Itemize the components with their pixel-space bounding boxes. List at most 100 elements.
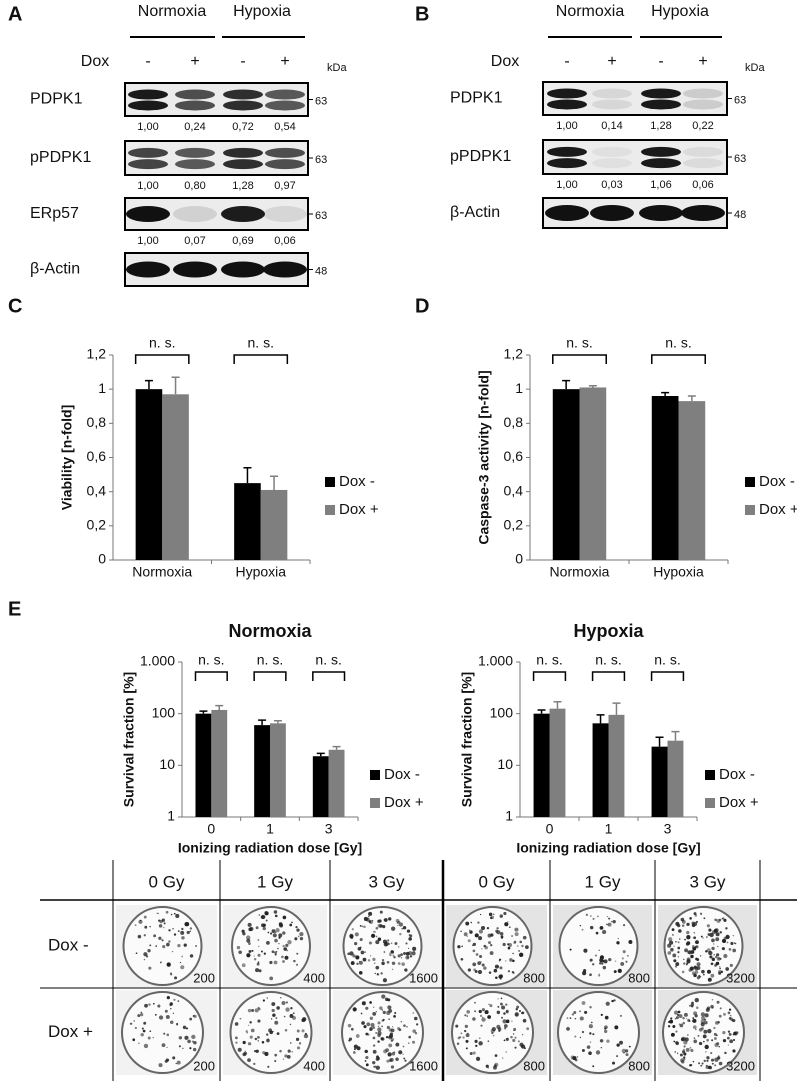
colony: [153, 934, 157, 938]
colony: [714, 1064, 717, 1067]
kda-marker: 48: [734, 209, 746, 221]
colony: [496, 930, 501, 935]
plate: [231, 906, 311, 986]
error-bar: [270, 475, 279, 490]
x-tick-label: 1: [266, 821, 274, 837]
colony: [466, 1015, 468, 1017]
colony: [398, 922, 404, 927]
quantification: 0,54: [274, 121, 295, 133]
colony: [725, 967, 730, 971]
colony: [566, 1027, 570, 1031]
legend-swatch: [370, 770, 380, 780]
colony: [192, 1047, 197, 1052]
colony: [698, 1062, 701, 1065]
colony: [142, 1029, 146, 1033]
colony: [604, 1027, 607, 1030]
colony: [406, 1026, 408, 1028]
legend-swatch: [370, 798, 380, 808]
colony: [492, 1065, 497, 1070]
colony: [269, 976, 274, 981]
blot-band: [683, 99, 723, 110]
colony: [490, 1028, 495, 1033]
colony: [154, 1013, 157, 1016]
colony: [525, 945, 529, 950]
colony: [398, 1050, 403, 1055]
colony: [569, 1017, 572, 1020]
colony: [704, 1013, 709, 1018]
colony: [496, 927, 499, 930]
colony: [361, 925, 363, 927]
colony: [510, 1035, 513, 1039]
colony: [488, 941, 492, 945]
treatment-label: Dox: [81, 53, 109, 70]
blot-band: [641, 146, 681, 157]
colony: [365, 1055, 369, 1060]
legend-label: Dox +: [759, 501, 797, 518]
colony: [391, 961, 396, 966]
colony: [522, 935, 527, 940]
colony: [461, 945, 463, 948]
colony: [667, 951, 672, 955]
colony: [503, 1012, 506, 1015]
blot-band: [175, 147, 215, 158]
colony: [735, 1031, 739, 1035]
colony: [499, 974, 504, 978]
colony: [674, 965, 678, 968]
colony: [405, 955, 410, 960]
colony: [500, 997, 503, 1000]
colony: [402, 926, 407, 930]
colony: [680, 1058, 685, 1063]
colony: [278, 942, 280, 945]
colony: [675, 921, 680, 926]
quantification: 1,00: [137, 235, 158, 247]
colony: [716, 953, 720, 957]
colony: [365, 1032, 369, 1036]
colony: [237, 1047, 242, 1052]
colony: [407, 947, 410, 949]
colony: [168, 929, 171, 932]
colony: [248, 949, 252, 953]
panel-label: B: [415, 3, 429, 25]
colony: [258, 1007, 261, 1011]
panel-label: A: [8, 3, 22, 25]
colony: [189, 930, 192, 933]
colony: [679, 938, 681, 940]
colony: [383, 1049, 388, 1054]
colony: [257, 1035, 260, 1039]
colony: [276, 1032, 280, 1035]
legend-swatch: [705, 798, 715, 808]
protein-label: β-Actin: [30, 261, 80, 278]
seeded-cells: 1600: [409, 1058, 438, 1073]
colony: [574, 1035, 577, 1038]
colony: [472, 949, 476, 953]
colony: [257, 938, 260, 941]
colony: [711, 930, 716, 935]
colony: [391, 968, 394, 971]
colony: [505, 1010, 509, 1014]
colony: [134, 1026, 137, 1030]
colony: [584, 1010, 588, 1014]
colony: [475, 1044, 478, 1048]
colony: [719, 957, 722, 960]
colony: [284, 1054, 288, 1058]
colony: [677, 1013, 680, 1017]
colony: [693, 936, 696, 940]
colony: [723, 953, 728, 959]
colony: [275, 928, 280, 933]
colony: [493, 968, 498, 973]
colony: [675, 1030, 678, 1033]
y-tick-label: 0,8: [87, 414, 107, 430]
colony: [287, 1049, 291, 1053]
colony: [590, 915, 592, 917]
colony: [725, 927, 728, 930]
colony: [489, 943, 493, 947]
colony: [685, 1047, 690, 1052]
error-bar: [199, 710, 208, 714]
colony: [375, 935, 378, 938]
colony: [613, 970, 617, 974]
y-tick-label: 1,2: [504, 346, 524, 362]
colony: [502, 1019, 507, 1024]
colony: [475, 1056, 481, 1061]
colony: [604, 1015, 609, 1020]
colony: [517, 945, 519, 947]
